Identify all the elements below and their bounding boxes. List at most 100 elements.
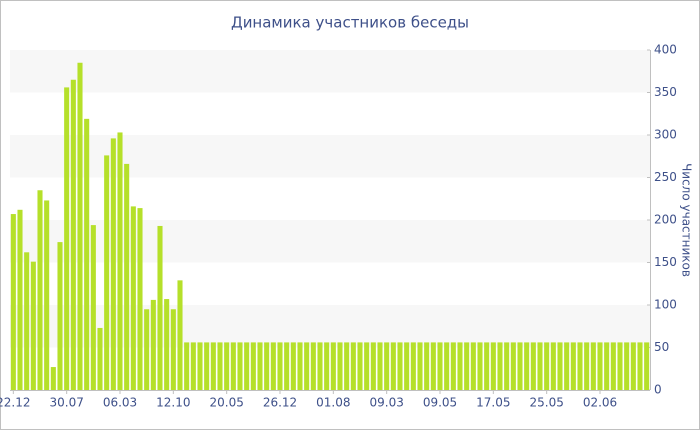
bar bbox=[630, 342, 636, 390]
bar bbox=[44, 200, 50, 390]
bar bbox=[57, 242, 63, 390]
bar bbox=[17, 209, 23, 390]
x-tick-label: 30.07 bbox=[49, 396, 83, 410]
y-tick-label: 0 bbox=[654, 383, 662, 397]
bar bbox=[550, 342, 556, 390]
bar bbox=[617, 342, 623, 390]
bar bbox=[297, 342, 303, 390]
bar bbox=[457, 342, 463, 390]
bar bbox=[190, 342, 196, 390]
x-tick-label: 09.05 bbox=[423, 396, 457, 410]
bar bbox=[510, 342, 516, 390]
x-tick-label: 17.05 bbox=[476, 396, 510, 410]
bar bbox=[544, 342, 550, 390]
bar bbox=[130, 206, 136, 390]
x-tick-label: 26.12 bbox=[263, 396, 297, 410]
bar bbox=[477, 342, 483, 390]
bar bbox=[350, 342, 356, 390]
x-tick-label: 01.08 bbox=[316, 396, 350, 410]
bar bbox=[244, 342, 250, 390]
bar bbox=[84, 118, 90, 390]
y-tick-label: 300 bbox=[654, 128, 677, 142]
bar bbox=[504, 342, 510, 390]
y-tick-label: 150 bbox=[654, 255, 677, 269]
bar bbox=[397, 342, 403, 390]
x-tick-label: 25.05 bbox=[529, 396, 563, 410]
bar bbox=[524, 342, 530, 390]
bar bbox=[24, 252, 30, 390]
x-tick-label: 20.05 bbox=[209, 396, 243, 410]
bar bbox=[644, 342, 650, 390]
bar bbox=[184, 342, 190, 390]
bar bbox=[537, 342, 543, 390]
bar bbox=[150, 299, 156, 390]
bar bbox=[597, 342, 603, 390]
grid-band bbox=[10, 220, 650, 263]
y-axis-label: Число участников bbox=[680, 163, 694, 277]
bar bbox=[257, 342, 263, 390]
bar bbox=[177, 280, 183, 390]
x-tick-label: 02.06 bbox=[583, 396, 617, 410]
bar bbox=[170, 309, 176, 390]
y-tick-label: 350 bbox=[654, 85, 677, 99]
bar bbox=[37, 190, 43, 390]
bar bbox=[370, 342, 376, 390]
bar bbox=[157, 225, 163, 390]
bar bbox=[237, 342, 243, 390]
bar bbox=[464, 342, 470, 390]
bar bbox=[410, 342, 416, 390]
chart-title: Динамика участников беседы bbox=[231, 14, 469, 32]
bar bbox=[110, 138, 116, 390]
bar bbox=[10, 214, 16, 390]
grid-band bbox=[10, 135, 650, 178]
bar bbox=[50, 367, 56, 390]
bar bbox=[104, 155, 110, 390]
bar bbox=[450, 342, 456, 390]
bar bbox=[224, 342, 230, 390]
bar bbox=[324, 342, 330, 390]
bar bbox=[90, 225, 96, 390]
bar bbox=[310, 342, 316, 390]
bar bbox=[304, 342, 310, 390]
grid-band bbox=[10, 50, 650, 93]
bar bbox=[424, 342, 430, 390]
bar bbox=[77, 62, 83, 390]
bar bbox=[277, 342, 283, 390]
x-tick-label: 22.12 bbox=[0, 396, 31, 410]
bar bbox=[557, 342, 563, 390]
bar bbox=[124, 163, 130, 390]
bar bbox=[577, 342, 583, 390]
bar bbox=[197, 342, 203, 390]
bar bbox=[264, 342, 270, 390]
grid-band bbox=[10, 305, 650, 348]
bar bbox=[390, 342, 396, 390]
bar bbox=[317, 342, 323, 390]
bar bbox=[604, 342, 610, 390]
bar bbox=[517, 342, 523, 390]
bar bbox=[30, 261, 36, 390]
bar bbox=[97, 327, 103, 390]
bar bbox=[417, 342, 423, 390]
bar bbox=[210, 342, 216, 390]
bar bbox=[164, 299, 170, 390]
bar bbox=[137, 208, 143, 390]
bar bbox=[344, 342, 350, 390]
bar bbox=[270, 342, 276, 390]
bar bbox=[330, 342, 336, 390]
bar bbox=[284, 342, 290, 390]
bar bbox=[497, 342, 503, 390]
bar bbox=[337, 342, 343, 390]
bar bbox=[250, 342, 256, 390]
bar bbox=[570, 342, 576, 390]
x-tick-label: 12.10 bbox=[156, 396, 190, 410]
y-tick-label: 50 bbox=[654, 340, 669, 354]
y-tick-label: 200 bbox=[654, 213, 677, 227]
bar bbox=[217, 342, 223, 390]
bar bbox=[430, 342, 436, 390]
bar bbox=[290, 342, 296, 390]
bar bbox=[357, 342, 363, 390]
x-tick-label: 09.03 bbox=[369, 396, 403, 410]
bar bbox=[564, 342, 570, 390]
